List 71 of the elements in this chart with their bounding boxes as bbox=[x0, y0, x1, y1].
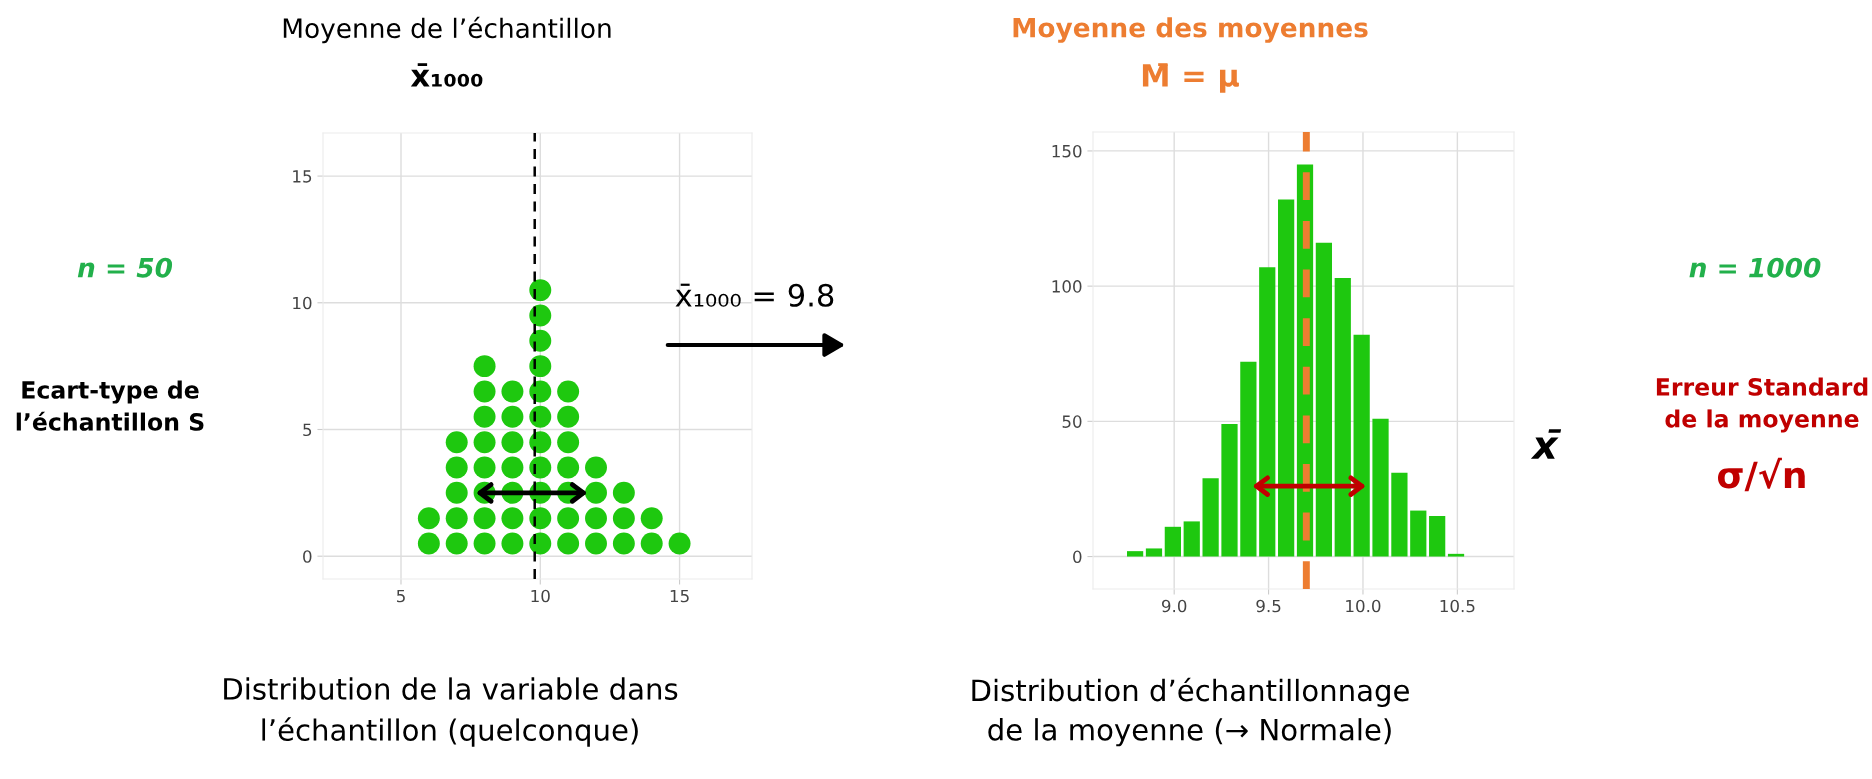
x-axis-title: x̄ bbox=[1530, 429, 1562, 459]
text: Erreur Standard de la moyenne bbox=[1656, 377, 1868, 433]
point bbox=[445, 507, 468, 530]
point bbox=[612, 507, 635, 530]
text: Distribution d’échantillonnage de la moyenne (→ Normale) bbox=[972, 677, 1409, 747]
point bbox=[557, 431, 580, 454]
point bbox=[585, 456, 607, 479]
x-tick-label: 9.0 bbox=[1161, 599, 1187, 613]
point bbox=[668, 532, 691, 555]
x-tick-label: 15 bbox=[670, 589, 689, 603]
point bbox=[557, 507, 580, 530]
y-tick-label: 15 bbox=[293, 170, 312, 183]
chart-subtitle: x̄₁₀₀₀ bbox=[410, 63, 483, 87]
point bbox=[473, 456, 496, 479]
text: n = 1000 bbox=[1689, 257, 1821, 278]
point bbox=[473, 380, 496, 403]
point bbox=[473, 355, 496, 378]
text: Ecart-type de l’échantillon S bbox=[16, 380, 204, 431]
point bbox=[473, 507, 496, 530]
chart-subtitle: M̄ = μ bbox=[1142, 63, 1239, 93]
point bbox=[640, 507, 663, 530]
y-tick-label: 0 bbox=[303, 550, 312, 563]
y-tick-label: 100 bbox=[1052, 280, 1082, 293]
x-tick-label: 10 bbox=[531, 589, 550, 603]
point bbox=[445, 456, 468, 479]
point bbox=[473, 405, 496, 428]
text: n = 50 bbox=[77, 257, 173, 278]
point bbox=[612, 481, 635, 504]
x-tick-label: 10.0 bbox=[1346, 599, 1381, 613]
y-tick-label: 5 bbox=[303, 423, 312, 437]
x-tick-label: 10.5 bbox=[1440, 599, 1475, 613]
annotation: x̄₁₀₀₀ = 9.8 bbox=[675, 283, 834, 307]
text: Distribution de la variable dans l’échantillon (quelconque) bbox=[224, 677, 678, 747]
point bbox=[612, 532, 635, 555]
point bbox=[557, 405, 580, 428]
point bbox=[445, 431, 468, 454]
point bbox=[529, 532, 552, 555]
point bbox=[501, 380, 524, 403]
text: σ/√n bbox=[1718, 457, 1805, 492]
point bbox=[417, 507, 440, 530]
point bbox=[501, 405, 524, 428]
point bbox=[417, 532, 440, 555]
point bbox=[557, 532, 580, 555]
point bbox=[445, 532, 468, 555]
point bbox=[501, 532, 524, 555]
chart-title: Moyenne des moyennes bbox=[1013, 17, 1368, 43]
y-tick-label: 10 bbox=[293, 296, 312, 310]
point bbox=[529, 355, 552, 378]
y-tick-label: 150 bbox=[1052, 144, 1082, 158]
point bbox=[529, 329, 552, 352]
point bbox=[501, 507, 524, 530]
point bbox=[585, 481, 607, 504]
point bbox=[445, 481, 468, 504]
point bbox=[501, 456, 524, 479]
point bbox=[473, 431, 496, 454]
point bbox=[529, 507, 552, 530]
point bbox=[585, 532, 607, 555]
y-tick-label: 50 bbox=[1062, 415, 1082, 428]
point bbox=[529, 405, 552, 428]
point bbox=[557, 456, 580, 479]
point bbox=[585, 507, 607, 530]
point bbox=[529, 456, 552, 479]
x-tick-label: 5 bbox=[396, 589, 405, 603]
point bbox=[557, 380, 580, 403]
point bbox=[473, 532, 496, 555]
y-tick-label: 0 bbox=[1073, 550, 1082, 564]
point bbox=[529, 431, 552, 454]
point bbox=[640, 532, 663, 555]
x-tick-label: 9.5 bbox=[1256, 599, 1281, 613]
chart-title: Moyenne de l’échantillon bbox=[283, 16, 611, 44]
point bbox=[501, 431, 524, 454]
